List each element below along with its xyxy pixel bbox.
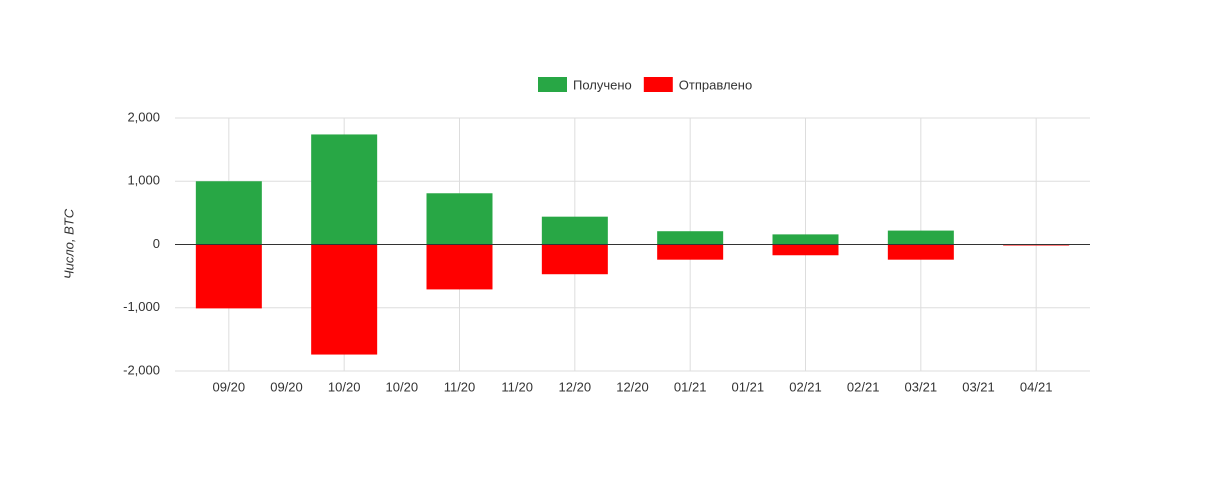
x-tick-label: 03/21 (962, 379, 995, 394)
legend-label: Отправлено (679, 77, 752, 92)
bar (541, 216, 608, 245)
bar (426, 193, 493, 245)
legend-swatch (538, 77, 567, 92)
x-tick-label: 02/21 (847, 379, 880, 394)
y-tick-label: 1,000 (127, 173, 160, 188)
bar (311, 134, 378, 245)
x-tick-label: 10/20 (328, 379, 361, 394)
bar (195, 181, 262, 245)
x-tick-label: 09/20 (213, 379, 246, 394)
legend-swatch (643, 77, 673, 92)
x-tick-label: 11/20 (501, 379, 533, 394)
x-tick-label: 10/20 (386, 379, 419, 394)
x-tick-label: 04/21 (1020, 379, 1053, 394)
y-tick-label: 0 (153, 236, 160, 251)
x-tick-label: 02/21 (789, 379, 822, 394)
y-tick-label: 2,000 (127, 109, 160, 124)
bar (426, 244, 493, 290)
y-tick-label: -2,000 (123, 362, 160, 377)
y-tick-label: -1,000 (123, 299, 160, 314)
bar (887, 230, 954, 245)
x-tick-label: 12/20 (559, 379, 592, 394)
x-tick-label: 09/20 (270, 379, 303, 394)
bar (657, 244, 724, 260)
bar (772, 244, 839, 256)
bar (772, 234, 839, 245)
legend-label: Получено (573, 77, 632, 92)
bar (541, 244, 608, 275)
y-axis-label: Число, BTC (61, 208, 76, 279)
x-tick-label: 11/20 (444, 379, 476, 394)
x-tick-label: 12/20 (616, 379, 649, 394)
x-tick-label: 01/21 (732, 379, 765, 394)
bar (311, 244, 378, 355)
bar (887, 244, 954, 260)
bar (657, 231, 724, 245)
bar (195, 244, 262, 309)
x-tick-label: 01/21 (674, 379, 707, 394)
x-tick-label: 03/21 (905, 379, 938, 394)
